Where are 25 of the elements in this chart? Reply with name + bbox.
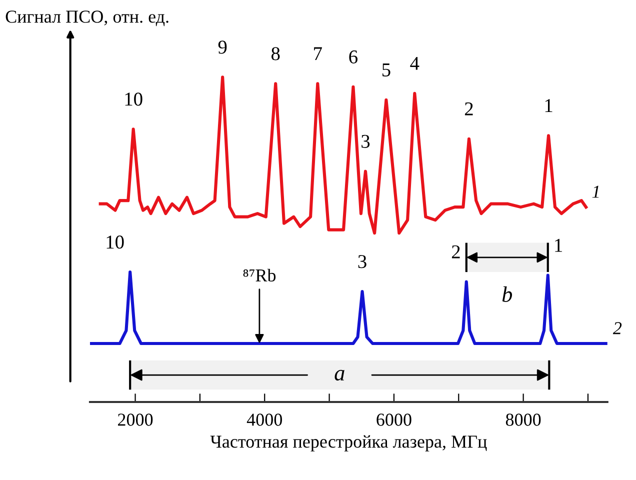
x-tick-label: 6000 (376, 414, 412, 426)
x-tick-label: 4000 (246, 414, 282, 426)
annotation: 3 (362, 134, 370, 148)
annotation: 4 (410, 56, 420, 70)
annotation: 2 (452, 245, 460, 258)
series-label: 2 (612, 322, 622, 334)
annotation: 10 (125, 92, 142, 106)
annotation: 6 (349, 50, 358, 64)
annotation: 8 (271, 47, 280, 60)
band-label: b (502, 286, 512, 302)
annotation: 2 (464, 102, 473, 116)
series-label: 1 (592, 186, 599, 198)
annotation: 7 (314, 47, 322, 60)
x-tick-label: 2000 (118, 414, 153, 426)
annotation: 10 (106, 236, 124, 249)
y-axis-title: Сигнал ПСО, отн. ед. (6, 10, 168, 26)
annotation: 3 (358, 255, 366, 268)
x-axis-title: Частотная перестройка лазера, МГц (210, 435, 487, 452)
annotation: 9 (218, 40, 227, 54)
annotation: 1 (555, 238, 562, 252)
band-label: a (334, 370, 344, 381)
annotation: 5 (382, 64, 390, 76)
x-tick-label: 8000 (506, 414, 541, 426)
annotation: 1 (545, 99, 552, 112)
annotation: ⁸⁷Rb (243, 268, 276, 282)
